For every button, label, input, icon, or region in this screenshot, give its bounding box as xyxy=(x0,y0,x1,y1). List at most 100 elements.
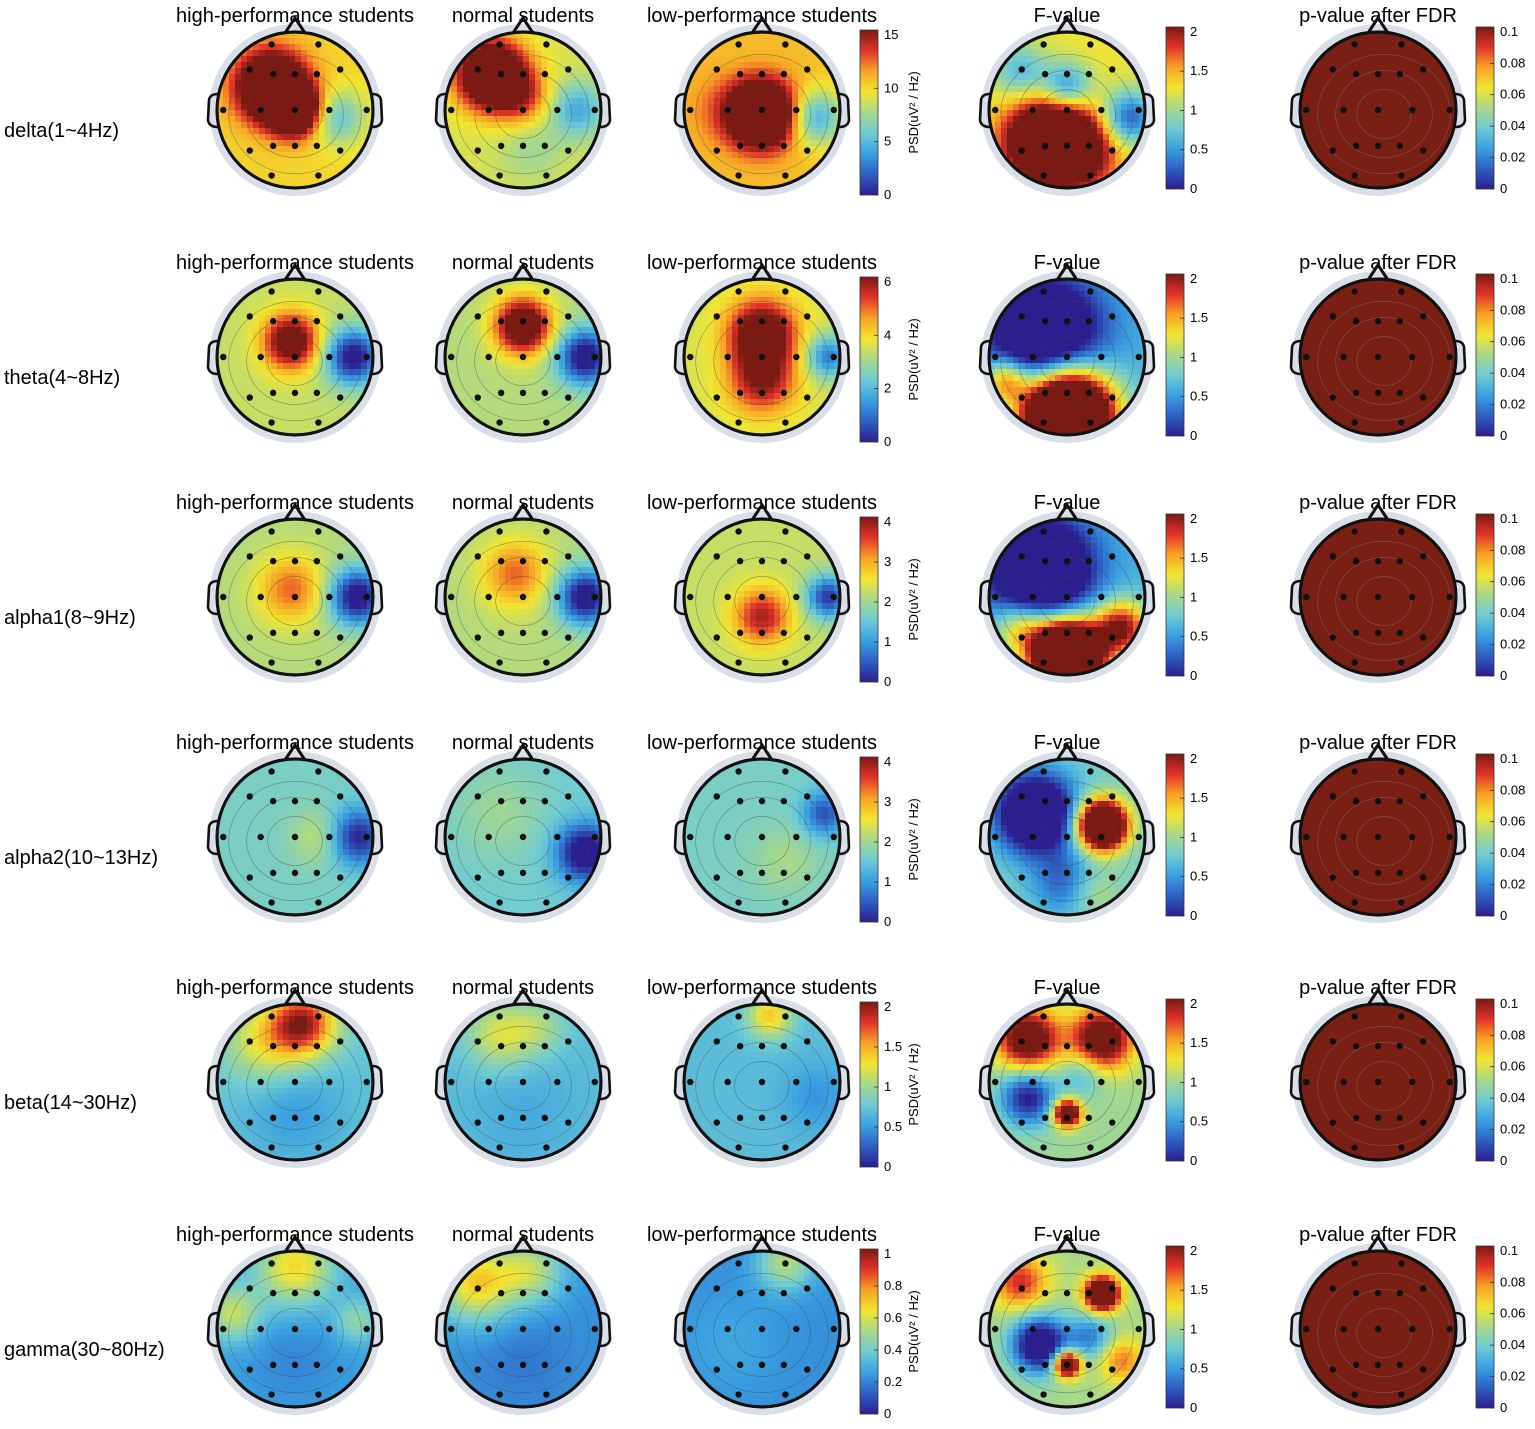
electrode xyxy=(543,419,550,426)
electrode xyxy=(782,288,789,295)
colorbar-gradient xyxy=(1475,1245,1495,1409)
electrode xyxy=(541,629,549,637)
electrode xyxy=(1329,1119,1336,1126)
electrode xyxy=(541,317,549,325)
right-ear xyxy=(1143,92,1156,129)
head-outline xyxy=(682,1249,842,1409)
electrode xyxy=(713,147,720,154)
electrode xyxy=(1040,659,1047,666)
electrode xyxy=(315,1391,322,1398)
electrode xyxy=(591,1325,598,1333)
left-ear xyxy=(206,1311,219,1348)
colorbar-tick-label: 6 xyxy=(884,274,891,289)
electrode xyxy=(1018,1366,1025,1373)
electrode xyxy=(326,833,333,841)
electrode xyxy=(758,142,766,150)
electrode xyxy=(315,528,322,535)
electrode xyxy=(541,797,549,805)
electrode xyxy=(687,593,694,601)
electrode xyxy=(565,1038,572,1045)
colorbar-tick-label: 0 xyxy=(884,1406,891,1421)
electrode xyxy=(246,394,253,401)
electrode xyxy=(1374,557,1382,565)
electrode xyxy=(268,528,275,535)
colorbar-tick-label: 0.02 xyxy=(1500,877,1525,892)
electrode xyxy=(496,1391,503,1398)
electrode xyxy=(543,659,550,666)
electrode xyxy=(474,66,481,73)
colorbar-tick-label: 2 xyxy=(884,381,891,396)
colorbar-tick-label: 2 xyxy=(1190,1243,1197,1258)
electrode xyxy=(543,528,550,535)
electrode xyxy=(1329,1366,1336,1373)
electrode xyxy=(257,833,264,841)
electrode xyxy=(1329,394,1336,401)
electrode xyxy=(1098,353,1105,361)
electrode xyxy=(1396,557,1404,565)
colorbar-tick-label: 0 xyxy=(1190,1400,1197,1415)
band-label: alpha2(10~13Hz) xyxy=(4,847,158,869)
electrode xyxy=(1374,317,1382,325)
electrode xyxy=(713,793,720,800)
electrode xyxy=(1041,797,1049,805)
electrode xyxy=(313,629,321,637)
colorbar-tick-label: 0.06 xyxy=(1500,87,1525,102)
electrode xyxy=(1018,1119,1025,1126)
electrode xyxy=(1374,1289,1382,1297)
left-ear xyxy=(206,339,219,376)
colorbar-tick-label: 0 xyxy=(884,187,891,202)
electrode xyxy=(1018,874,1025,881)
electrode xyxy=(1018,553,1025,560)
left-ear xyxy=(434,339,447,376)
right-ear xyxy=(599,1064,612,1101)
electrode xyxy=(1398,1391,1405,1398)
head-outline xyxy=(443,757,603,917)
electrode xyxy=(554,106,561,114)
electrode xyxy=(591,106,598,114)
electrode xyxy=(1340,593,1347,601)
colorbar-tick-label: 0.06 xyxy=(1500,334,1525,349)
electrode xyxy=(1063,833,1071,841)
electrode xyxy=(1329,313,1336,320)
colorbar: 0 0.5 1 1.5 2 xyxy=(1165,511,1208,683)
electrode xyxy=(758,1078,766,1086)
electrode xyxy=(269,70,277,78)
electrode xyxy=(1109,394,1116,401)
left-ear xyxy=(206,92,219,129)
nose xyxy=(283,262,307,281)
electrode xyxy=(1040,1144,1047,1151)
electrode xyxy=(1018,1285,1025,1292)
colorbar-tick-label: 3 xyxy=(884,794,891,809)
electrode xyxy=(1396,869,1404,877)
electrode xyxy=(313,1042,321,1050)
electrode xyxy=(519,629,527,637)
electrode xyxy=(1352,1042,1360,1050)
electrode xyxy=(313,557,321,565)
electrode xyxy=(291,1078,299,1086)
colorbar-tick-label: 0.02 xyxy=(1500,1369,1525,1384)
colorbar-tick-label: 5 xyxy=(884,134,891,149)
electrode xyxy=(1085,797,1093,805)
electrode xyxy=(1420,793,1427,800)
electrode xyxy=(758,797,766,805)
electrode xyxy=(1085,869,1093,877)
electrode xyxy=(758,70,766,78)
nose xyxy=(1055,987,1079,1006)
electrode xyxy=(1351,899,1358,906)
electrode xyxy=(519,317,527,325)
electrode xyxy=(736,1042,744,1050)
colorbar-gradient xyxy=(859,1001,879,1168)
colorbar-tick-label: 0.8 xyxy=(884,1278,902,1293)
nose xyxy=(750,1234,774,1253)
nose xyxy=(1366,987,1390,1006)
head-outline xyxy=(682,30,842,190)
band-label: theta(4~8Hz) xyxy=(4,367,120,389)
electrode xyxy=(268,1144,275,1151)
electrode xyxy=(1087,172,1094,179)
electrode xyxy=(1085,389,1093,397)
electrode xyxy=(269,629,277,637)
electrode xyxy=(337,66,344,73)
electrode xyxy=(315,1013,322,1020)
electrode xyxy=(687,1325,694,1333)
electrode xyxy=(591,1078,598,1086)
